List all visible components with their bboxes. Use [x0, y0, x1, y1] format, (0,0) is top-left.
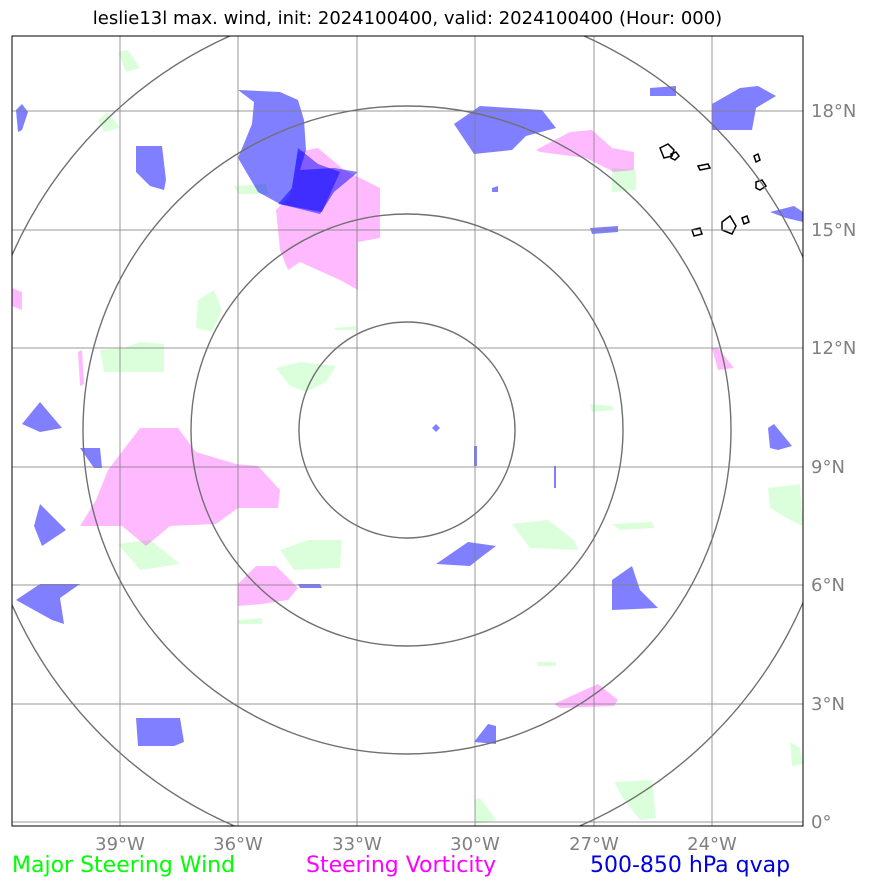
vorticity-patch [80, 428, 280, 546]
qvap-patch [16, 104, 28, 132]
wind-patch [512, 520, 578, 550]
island-outline [670, 151, 680, 161]
qvap-patch [22, 402, 62, 432]
qvap-patch [80, 448, 102, 468]
wind-patch [118, 540, 180, 570]
lat-tick-label: 18°N [811, 101, 856, 122]
lat-tick-label: 9°N [811, 457, 845, 478]
qvap-patch [492, 186, 498, 192]
lon-tick-label: 27°W [569, 834, 619, 855]
vorticity-patch [554, 684, 618, 708]
plot-frame [11, 35, 804, 827]
island-outline [755, 179, 768, 191]
lon-tick-labels: 39°W 36°W 33°W 30°W 27°W 24°W [95, 834, 737, 855]
wind-patch [768, 484, 803, 526]
qvap-patch [16, 584, 80, 624]
qvap-patch [454, 106, 556, 154]
qvap-layer [16, 86, 803, 746]
qvap-patch [436, 542, 496, 566]
lon-tick-label: 30°W [450, 834, 500, 855]
qvap-patch [34, 504, 66, 546]
island-outline [721, 214, 737, 235]
island-outline [691, 227, 703, 237]
legend-steering-wind: Major Steering Wind [12, 853, 236, 878]
lat-tick-label: 12°N [811, 338, 856, 359]
qvap-patch [278, 148, 340, 212]
lon-tick-label: 33°W [332, 834, 382, 855]
wind-patch [612, 522, 654, 530]
wind-patch [614, 780, 656, 820]
vorticity-patch [12, 288, 22, 310]
lat-tick-label: 6°N [811, 575, 845, 596]
lon-tick-label: 39°W [95, 834, 145, 855]
vorticity-patch [536, 130, 634, 172]
qvap-patch [554, 466, 556, 488]
legend-qvap: 500-850 hPa qvap [590, 853, 791, 878]
wind-patch [276, 362, 336, 392]
lon-tick-label: 24°W [687, 834, 737, 855]
range-rings [12, 36, 803, 826]
qvap-patch [770, 206, 803, 222]
qvap-patch [712, 86, 776, 130]
qvap-patch [474, 724, 496, 744]
range-ring [298, 321, 516, 539]
qvap-patch [612, 566, 658, 610]
qvap-patch [432, 424, 440, 432]
wind-patch [536, 662, 556, 666]
range-ring [190, 213, 624, 647]
legend-vorticity: Steering Vorticity [306, 853, 497, 878]
lat-tick-label: 3°N [811, 694, 845, 715]
lat-tick-label: 0° [811, 812, 831, 833]
island-outline [659, 143, 675, 159]
wind-patch [98, 112, 120, 132]
wind-patch [100, 342, 164, 372]
island-outline [696, 163, 712, 171]
wind-patch [590, 404, 614, 412]
vorticity-patch [238, 566, 298, 606]
wind-patch [280, 540, 342, 570]
lon-tick-label: 36°W [213, 834, 263, 855]
qvap-patch [650, 86, 676, 96]
wind-patch [612, 168, 636, 192]
wind-patch [118, 50, 140, 72]
wind-patch [474, 798, 496, 824]
vorticity-patch [78, 350, 84, 386]
island-outline [741, 215, 750, 225]
lat-tick-label: 15°N [811, 220, 856, 241]
lat-tick-labels: 18°N 15°N 12°N 9°N 6°N 3°N 0° [811, 101, 856, 833]
wind-patch [238, 618, 262, 624]
wind-patch [790, 742, 803, 766]
wind-patch [196, 290, 222, 332]
qvap-patch [136, 718, 184, 746]
wind-patch [334, 326, 356, 330]
island-outline [753, 152, 761, 164]
qvap-patch [136, 146, 166, 190]
qvap-patch [768, 424, 792, 450]
coastline-layer [659, 143, 768, 237]
gridlines [12, 36, 803, 826]
map-title: leslie13l max. wind, init: 2024100400, v… [92, 8, 723, 29]
range-ring [82, 105, 732, 755]
